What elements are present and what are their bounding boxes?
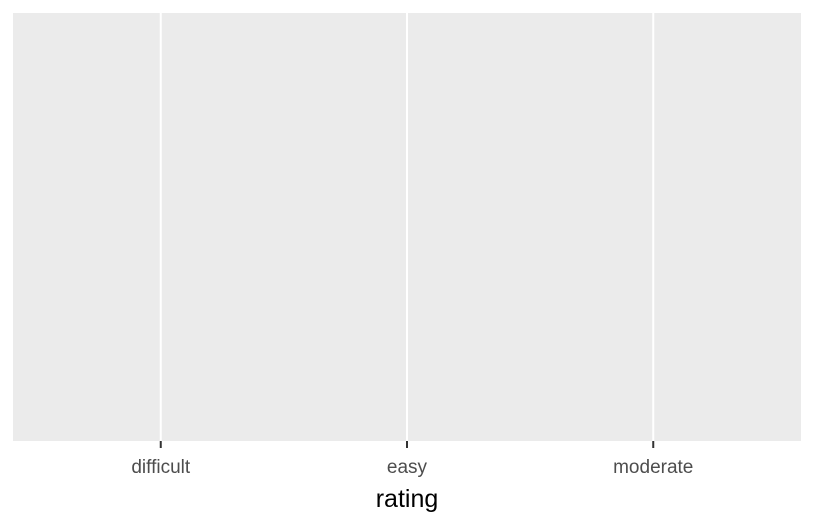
x-axis-tick-labels: difficult easy moderate	[131, 457, 693, 478]
x-axis-title: rating	[376, 485, 439, 513]
tick-label-difficult: difficult	[131, 457, 191, 478]
x-gridlines	[159, 13, 655, 441]
tick-label-easy: easy	[387, 457, 428, 478]
x-axis-ticks	[159, 441, 655, 448]
tick-label-moderate: moderate	[613, 457, 693, 478]
